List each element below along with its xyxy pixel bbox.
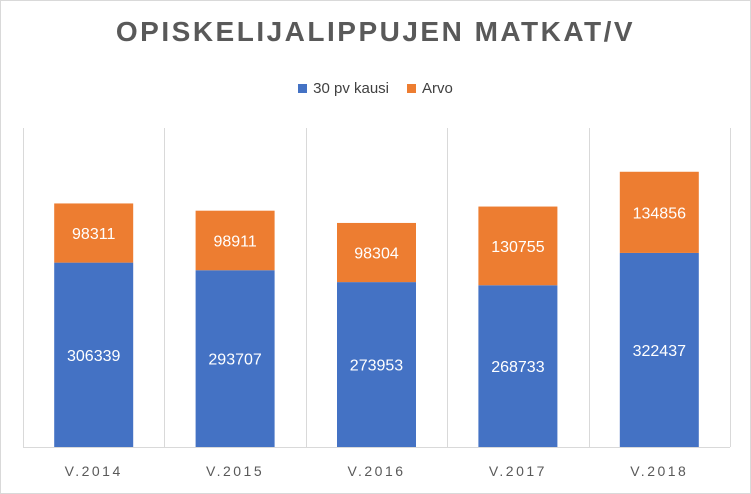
legend-item-series-2: Arvo [407,80,453,97]
data-label: 98911 [213,233,256,250]
data-label: 134856 [633,205,686,222]
bar-segment-arvo [54,203,134,263]
legend-swatch-series-1 [298,84,308,93]
x-tick-label: V.2015 [206,463,264,479]
data-label: 130755 [491,239,544,256]
data-label: 293707 [208,352,261,369]
x-tick-label: V.2016 [347,463,405,479]
data-label: 268733 [491,359,544,376]
bar-segment-arvo [619,171,699,253]
legend-swatch-series-2 [407,84,417,93]
bar-segment-kausi [478,285,558,447]
bar-segment-arvo [195,210,275,271]
bar-segment-arvo [337,222,416,283]
x-tick-label: V.2018 [630,463,688,479]
bar-segment-arvo [478,206,558,286]
data-label: 98304 [354,246,399,263]
bar-segment-kausi [195,270,275,447]
bar-segment-kausi [337,282,416,447]
x-tick-label: V.2014 [65,463,123,479]
data-label: 98311 [72,226,115,243]
data-label: 306339 [67,348,120,365]
legend-label-series-1: 30 pv kausi [313,80,390,97]
legend-label-series-2: Arvo [422,80,453,97]
x-tick-label: V.2017 [489,463,547,479]
data-label: 322437 [633,343,686,360]
bar-segment-kausi [619,252,699,447]
legend-item-series-1: 30 pv kausi [298,80,389,97]
chart-title: OPISKELIJALIPPUJEN MATKAT/V [115,16,636,47]
data-label: 273953 [350,358,403,375]
chart-legend: 30 pv kausi Arvo [0,80,751,97]
bar-segment-kausi [54,262,134,447]
